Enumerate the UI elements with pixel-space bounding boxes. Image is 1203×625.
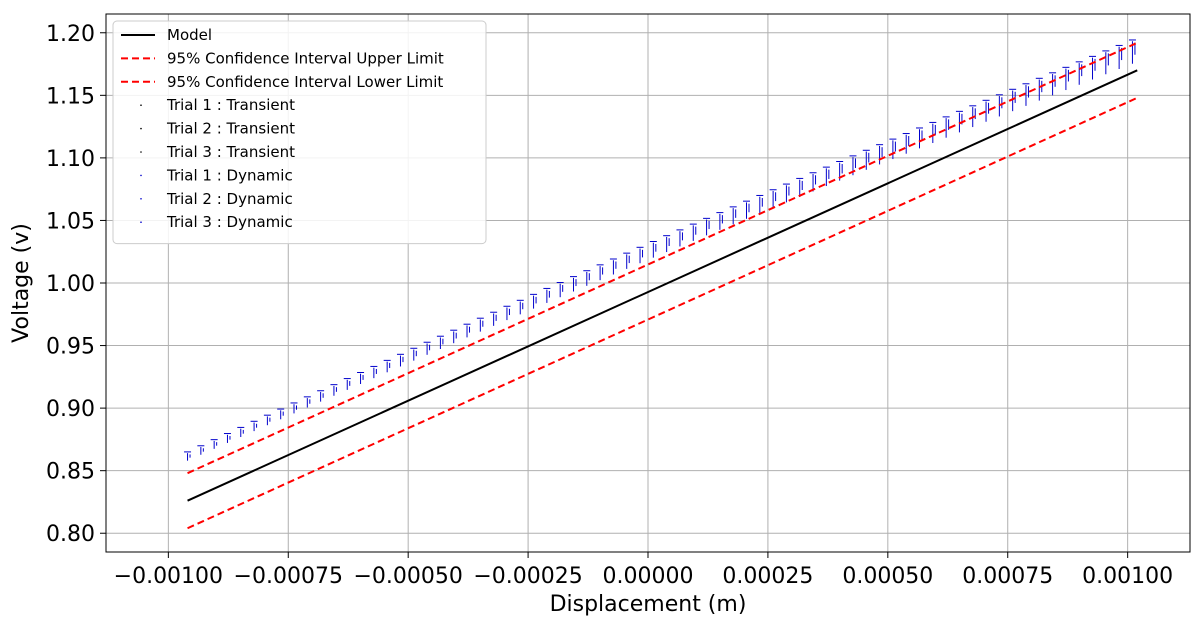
y-tick-label: 1.15	[46, 84, 95, 109]
legend: Model 95% Confidence Interval Upper Limit…	[112, 20, 487, 245]
series-lines	[187, 41, 1138, 530]
series-line	[187, 69, 1138, 502]
legend-entry: Trial 1 : Dynamic	[166, 166, 293, 184]
y-tick-label: 0.90	[46, 397, 95, 422]
legend-marker	[140, 198, 142, 200]
series-line	[187, 96, 1138, 530]
legend-box	[112, 20, 487, 245]
measurement-data	[184, 39, 1136, 461]
x-tick-label: 0.00025	[722, 564, 813, 589]
y-tick-label: 1.05	[46, 209, 95, 234]
x-tick-label: −0.00100	[114, 564, 223, 589]
x-axis-label: Displacement (m)	[550, 592, 747, 617]
y-tick-label: 0.95	[46, 335, 95, 360]
y-tick-label: 0.80	[46, 522, 95, 547]
legend-marker	[140, 221, 142, 223]
series-line	[187, 41, 1138, 475]
legend-marker	[140, 151, 142, 153]
legend-entry: 95% Confidence Interval Upper Limit	[167, 49, 444, 67]
legend-entry: Trial 3 : Transient	[166, 143, 295, 161]
y-tick-label: 1.10	[46, 147, 95, 172]
legend-marker	[140, 104, 142, 106]
y-tick-label: 1.20	[46, 22, 95, 47]
legend-marker	[140, 174, 142, 177]
x-tick-label: −0.00075	[234, 564, 343, 589]
y-tick-label: 0.85	[46, 460, 95, 485]
x-tick-label: −0.00025	[473, 564, 582, 589]
x-tick-label: 0.00100	[1082, 564, 1173, 589]
legend-entry: Trial 2 : Transient	[166, 120, 295, 138]
x-tick-label: 0.00075	[962, 564, 1053, 589]
legend-marker	[140, 127, 142, 130]
x-tick-label: −0.00050	[353, 564, 462, 589]
legend-entry: 95% Confidence Interval Lower Limit	[167, 73, 443, 91]
legend-entry: Trial 3 : Dynamic	[166, 213, 293, 231]
y-axis-label: Voltage (v)	[9, 223, 34, 343]
x-tick-label: 0.00050	[842, 564, 933, 589]
legend-entry: Model	[167, 26, 212, 44]
axis-ticks: −0.00100 −0.00075 −0.00050 −0.00025 0.00000 0…	[46, 22, 1173, 589]
y-tick-label: 1.00	[46, 272, 95, 297]
x-tick-label: 0.00000	[603, 564, 694, 589]
legend-entry: Trial 1 : Transient	[166, 96, 295, 114]
legend-entry: Trial 2 : Dynamic	[166, 190, 293, 208]
